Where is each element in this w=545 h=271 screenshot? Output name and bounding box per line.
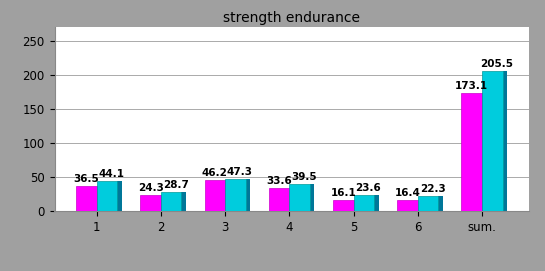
- Text: 173.1: 173.1: [455, 81, 488, 91]
- Text: 16.1: 16.1: [330, 188, 356, 198]
- Bar: [374, 195, 379, 211]
- Bar: [418, 200, 422, 211]
- Bar: [161, 192, 181, 211]
- Bar: [462, 93, 482, 211]
- Text: 33.6: 33.6: [266, 176, 292, 186]
- Bar: [76, 186, 96, 211]
- Bar: [418, 196, 438, 211]
- Text: 22.3: 22.3: [420, 184, 445, 194]
- Bar: [289, 188, 294, 211]
- Bar: [269, 188, 289, 211]
- Bar: [333, 200, 354, 211]
- Text: 47.3: 47.3: [227, 167, 253, 177]
- Text: 39.5: 39.5: [291, 172, 317, 182]
- Bar: [204, 180, 225, 211]
- Text: 46.2: 46.2: [202, 168, 228, 178]
- Bar: [225, 179, 246, 211]
- Text: 205.5: 205.5: [480, 59, 513, 69]
- Bar: [310, 185, 314, 211]
- Bar: [438, 196, 443, 211]
- Text: 44.1: 44.1: [99, 169, 124, 179]
- Bar: [246, 179, 250, 211]
- Text: 16.4: 16.4: [395, 188, 420, 198]
- Bar: [117, 181, 122, 211]
- Bar: [161, 195, 165, 211]
- Bar: [140, 195, 161, 211]
- Bar: [502, 71, 507, 211]
- Text: 24.3: 24.3: [138, 183, 163, 193]
- Text: 36.5: 36.5: [74, 175, 99, 185]
- Bar: [354, 195, 374, 211]
- Bar: [96, 186, 101, 211]
- Bar: [225, 180, 229, 211]
- Bar: [354, 200, 358, 211]
- Title: strength endurance: strength endurance: [223, 11, 360, 25]
- Bar: [96, 181, 117, 211]
- Text: 23.6: 23.6: [355, 183, 381, 193]
- Bar: [482, 93, 487, 211]
- Bar: [289, 185, 310, 211]
- Text: 28.7: 28.7: [163, 180, 189, 190]
- Bar: [181, 192, 186, 211]
- Bar: [482, 71, 502, 211]
- Bar: [397, 200, 418, 211]
